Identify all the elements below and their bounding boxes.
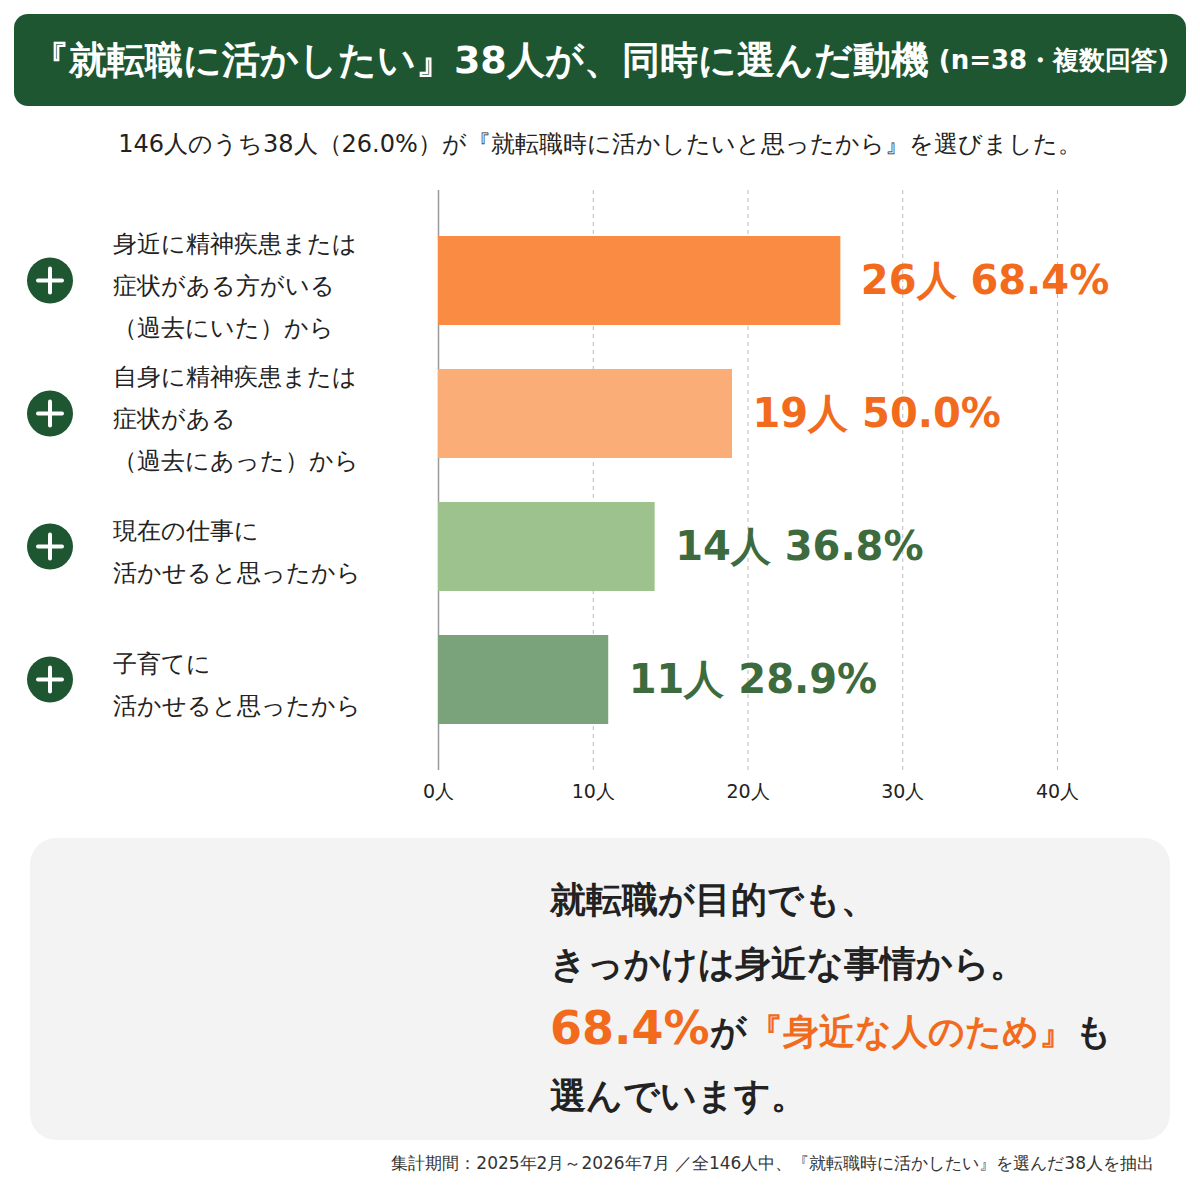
- svg-text:20人: 20人: [726, 780, 769, 802]
- svg-text:30人: 30人: [881, 780, 924, 802]
- html-text:146人のうち38人（26.0%）が『就転職時に活かしたいと: 146人のうち38人（26.0%）が『就転職時に活かしたいと思ったから』を選びま…: [118, 130, 1082, 158]
- svg-text:14人 36.8%: 14人 36.8%: [675, 523, 923, 569]
- html-text:きっかけは身近な事情から。: きっかけは身近な事情から。: [550, 943, 1026, 984]
- svg-text:子育てに活かせると思ったから: 子育てに活かせると思ったから: [113, 650, 361, 720]
- svg-text:10人: 10人: [572, 780, 615, 802]
- svg-text:身近に精神疾患または症状がある方がいる（過去にいた）から: 身近に精神疾患または症状がある方がいる（過去にいた）から: [113, 230, 357, 342]
- svg-text:19人 50.0%: 19人 50.0%: [753, 390, 1001, 436]
- svg-text:自身に精神疾患または症状がある（過去にあった）から: 自身に精神疾患または症状がある（過去にあった）から: [113, 363, 359, 475]
- html-text:選んでいます。: 選んでいます。: [550, 1075, 807, 1116]
- html-text:『就転職に活かしたい』38人が、同時に選んだ動機 (n=38: 『就転職に活かしたい』38人が、同時に選んだ動機 (n=38・複数回答): [30, 37, 1170, 82]
- svg-text:26人 68.4%: 26人 68.4%: [861, 257, 1109, 303]
- svg-text:0人: 0人: [423, 780, 454, 802]
- html-text:68.4%が『身近な人のため』も: 68.4%が『身近な人のため』も: [550, 1001, 1112, 1055]
- html-text:就転職が目的でも、: 就転職が目的でも、: [550, 879, 877, 920]
- svg-text:11人 28.9%: 11人 28.9%: [629, 656, 877, 702]
- svg-text:現在の仕事に活かせると思ったから: 現在の仕事に活かせると思ったから: [113, 517, 361, 587]
- html-text:集計期間：2025年2月～2026年7月 ／全146人中、『: 集計期間：2025年2月～2026年7月 ／全146人中、『就転職時に活かしたい…: [391, 1153, 1154, 1173]
- svg-text:40人: 40人: [1036, 780, 1079, 802]
